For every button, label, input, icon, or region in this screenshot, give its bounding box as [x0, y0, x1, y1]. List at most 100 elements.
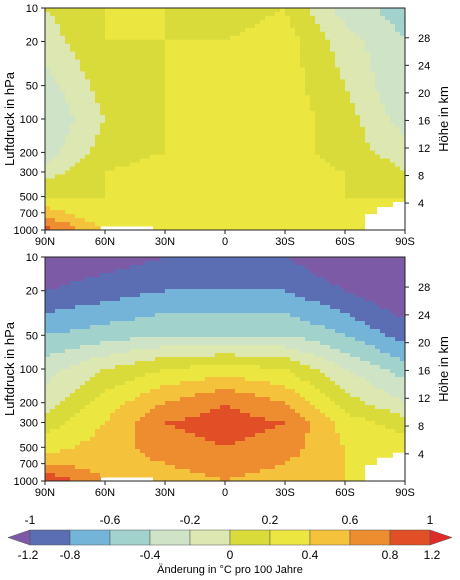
- field-cell: [285, 198, 291, 203]
- field-cell: [55, 122, 61, 128]
- field-cell: [325, 39, 331, 45]
- field-cell: [310, 150, 316, 156]
- field-cell: [150, 182, 156, 187]
- field-cell: [90, 281, 96, 286]
- field-cell: [150, 301, 156, 306]
- field-cell: [300, 19, 306, 25]
- field-cell: [325, 142, 331, 148]
- field-cell: [145, 154, 151, 160]
- field-cell: [385, 79, 391, 84]
- field-cell: [120, 11, 126, 17]
- field-cell: [100, 293, 106, 298]
- field-cell: [45, 55, 51, 60]
- field-cell: [370, 273, 376, 278]
- field-cell: [200, 47, 206, 52]
- field-cell: [290, 214, 296, 219]
- field-cell: [265, 103, 271, 108]
- field-cell: [370, 166, 376, 171]
- field-cell: [90, 83, 96, 88]
- y2-tick-label: 20: [418, 88, 430, 100]
- field-cell: [95, 146, 101, 152]
- field-cell: [305, 91, 311, 96]
- field-cell: [365, 194, 371, 199]
- field-cell: [65, 174, 71, 179]
- field-cell: [260, 115, 266, 120]
- field-cell: [85, 51, 91, 56]
- field-cell: [195, 285, 201, 290]
- field-cell: [300, 59, 306, 64]
- field-cell: [270, 103, 276, 108]
- field-cell: [80, 198, 86, 203]
- field-cell: [235, 186, 241, 191]
- field-cell: [110, 301, 116, 306]
- field-cell: [105, 95, 111, 100]
- field-cell: [395, 281, 401, 286]
- field-cell: [350, 15, 356, 21]
- field-cell: [115, 194, 121, 199]
- field-cell: [380, 83, 386, 88]
- field-cell: [50, 162, 56, 167]
- field-cell: [380, 11, 386, 17]
- field-cell: [340, 67, 346, 72]
- field-cell: [185, 142, 191, 148]
- field-cell: [265, 214, 271, 219]
- field-cell: [370, 138, 376, 144]
- field-cell: [345, 261, 351, 266]
- field-cell: [360, 63, 366, 68]
- field-cell: [70, 107, 76, 112]
- field-cell: [145, 111, 151, 116]
- field-cell: [340, 99, 346, 104]
- field-cell: [130, 166, 136, 171]
- field-cell: [335, 119, 341, 124]
- field-cell: [345, 138, 351, 144]
- field-cell: [160, 269, 166, 274]
- field-cell: [185, 214, 191, 219]
- field-cell: [300, 277, 306, 282]
- field-cell: [175, 198, 181, 203]
- field-cell: [210, 111, 216, 116]
- field-cell: [205, 186, 211, 191]
- field-cell: [90, 115, 96, 120]
- field-cell: [190, 43, 196, 49]
- field-cell: [140, 257, 146, 262]
- field-cell: [65, 8, 71, 13]
- field-cell: [365, 23, 371, 29]
- y2-axis-title: Höhe in km: [436, 86, 451, 152]
- field-cell: [145, 51, 151, 56]
- field-cell: [200, 146, 206, 152]
- field-cell: [255, 91, 261, 96]
- field-cell: [130, 47, 136, 52]
- field-cell: [265, 15, 271, 21]
- field-cell: [280, 305, 286, 310]
- field-cell: [115, 166, 121, 171]
- field-cell: [105, 79, 111, 84]
- field-cell: [355, 51, 361, 56]
- field-cell: [55, 214, 61, 219]
- field-cell: [350, 79, 356, 84]
- field-cell: [375, 162, 381, 167]
- field-cell: [335, 8, 341, 13]
- field-cell: [45, 293, 51, 298]
- field-cell: [60, 214, 66, 219]
- field-cell: [200, 111, 206, 116]
- field-cell: [250, 261, 256, 266]
- field-cell: [65, 79, 71, 84]
- field-cell: [360, 226, 366, 231]
- field-cell: [130, 95, 136, 100]
- field-cell: [140, 11, 146, 17]
- field-cell: [190, 273, 196, 278]
- field-cell: [305, 67, 311, 72]
- field-cell: [380, 202, 386, 207]
- field-cell: [165, 15, 171, 21]
- field-cell: [290, 150, 296, 156]
- field-cell: [325, 257, 331, 262]
- field-cell: [275, 126, 281, 132]
- field-cell: [385, 297, 391, 302]
- field-cell: [50, 35, 56, 41]
- field-cell: [205, 273, 211, 278]
- field-cell: [130, 150, 136, 156]
- field-cell: [45, 23, 51, 29]
- field-cell: [320, 107, 326, 112]
- field-cell: [180, 103, 186, 108]
- field-cell: [285, 142, 291, 148]
